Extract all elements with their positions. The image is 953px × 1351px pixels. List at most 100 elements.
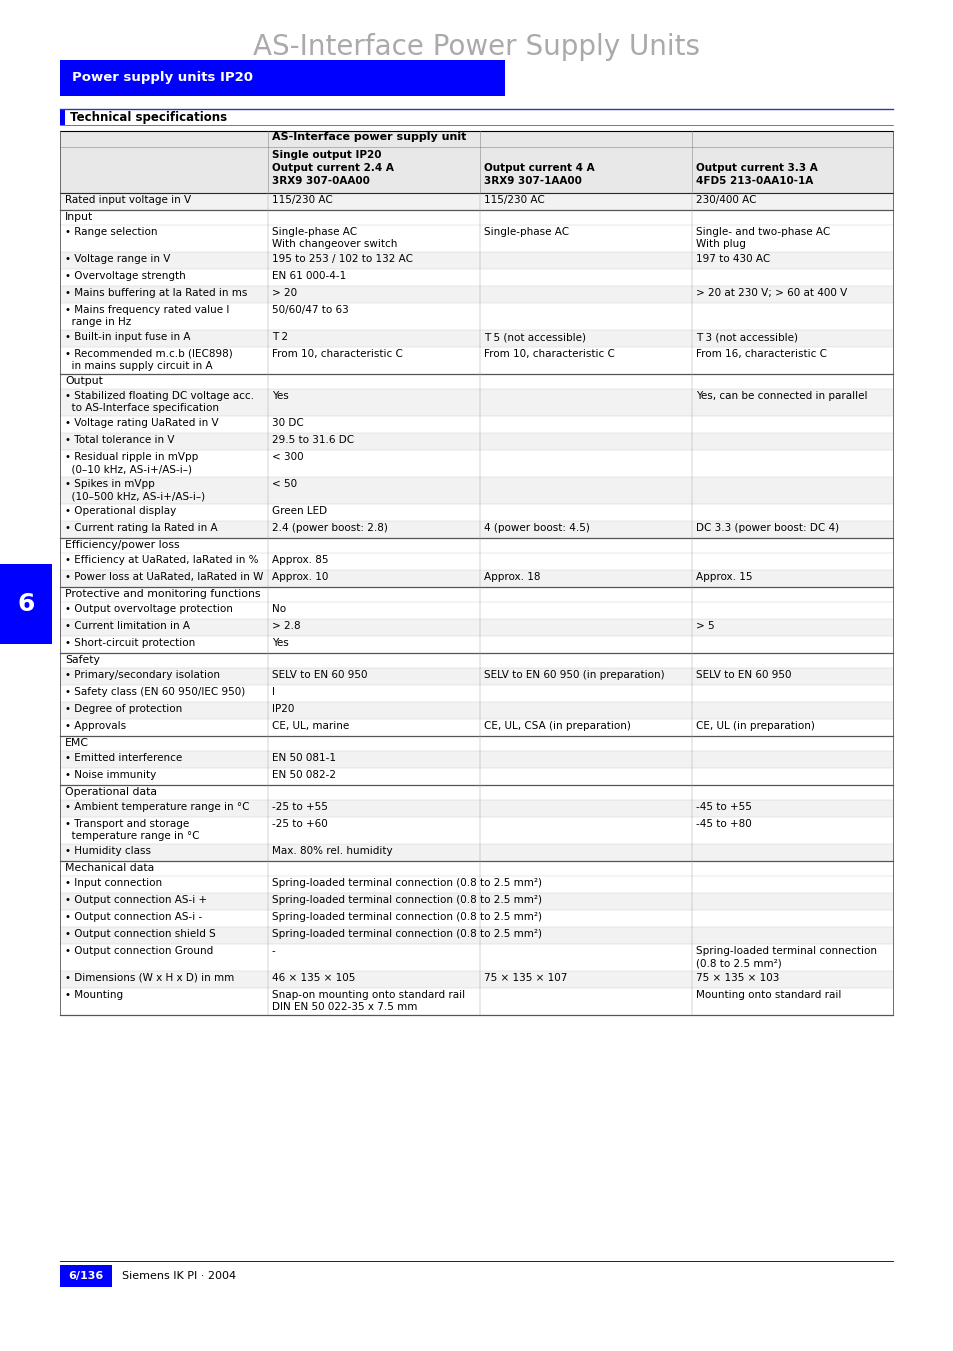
Bar: [60, 330, 892, 347]
Text: 29.5 to 31.6 DC: 29.5 to 31.6 DC: [272, 435, 354, 444]
Text: EN 50 082-2: EN 50 082-2: [272, 770, 335, 780]
Bar: [60, 844, 892, 861]
Bar: [60, 109, 65, 126]
Text: Approx. 85: Approx. 85: [272, 555, 328, 565]
Text: CE, UL, CSA (in preparation): CE, UL, CSA (in preparation): [483, 721, 630, 731]
Bar: [60, 209, 892, 226]
Text: Power supply units IP20: Power supply units IP20: [71, 72, 253, 85]
Text: 195 to 253 / 102 to 132 AC: 195 to 253 / 102 to 132 AC: [272, 254, 413, 263]
Bar: [60, 253, 892, 269]
Text: SELV to EN 60 950: SELV to EN 60 950: [272, 670, 367, 680]
Bar: [60, 193, 892, 209]
Bar: [60, 504, 892, 521]
Text: 75 × 135 × 107: 75 × 135 × 107: [483, 973, 567, 984]
Text: 3RX9 307-0AA00: 3RX9 307-0AA00: [272, 176, 370, 186]
Text: T 5 (not accessible): T 5 (not accessible): [483, 332, 585, 342]
Text: Yes: Yes: [272, 390, 289, 401]
Text: Rated input voltage in V: Rated input voltage in V: [65, 195, 191, 205]
Text: -25 to +60: -25 to +60: [272, 819, 328, 830]
Text: • Dimensions (W x H x D) in mm: • Dimensions (W x H x D) in mm: [65, 973, 234, 984]
Text: 115/230 AC: 115/230 AC: [272, 195, 333, 205]
Text: -25 to +55: -25 to +55: [272, 802, 328, 812]
Text: EMC: EMC: [65, 738, 89, 748]
Bar: [60, 703, 892, 719]
Bar: [60, 477, 892, 504]
Text: • Approvals: • Approvals: [65, 721, 126, 731]
Text: • Range selection: • Range selection: [65, 227, 157, 236]
Text: Approx. 18: Approx. 18: [483, 571, 540, 582]
Text: Mounting onto standard rail: Mounting onto standard rail: [696, 990, 841, 1000]
Text: • Ambient temperature range in °C: • Ambient temperature range in °C: [65, 802, 250, 812]
Bar: [60, 553, 892, 570]
Text: • Safety class (EN 60 950/IEC 950): • Safety class (EN 60 950/IEC 950): [65, 688, 245, 697]
Text: EN 50 081-1: EN 50 081-1: [272, 753, 335, 763]
Text: • Noise immunity: • Noise immunity: [65, 770, 156, 780]
Text: • Overvoltage strength: • Overvoltage strength: [65, 272, 186, 281]
Bar: [60, 685, 892, 703]
Bar: [60, 653, 892, 667]
Text: SELV to EN 60 950: SELV to EN 60 950: [696, 670, 791, 680]
Text: Efficiency/power loss: Efficiency/power loss: [65, 540, 179, 550]
Text: 230/400 AC: 230/400 AC: [696, 195, 756, 205]
Text: Green LED: Green LED: [272, 507, 327, 516]
Text: • Mains frequency rated value I
  range in Hz: • Mains frequency rated value I range in…: [65, 305, 229, 327]
Bar: [60, 416, 892, 434]
Text: -45 to +55: -45 to +55: [696, 802, 751, 812]
Text: < 300: < 300: [272, 453, 303, 462]
Bar: [60, 619, 892, 636]
Bar: [60, 450, 892, 477]
Bar: [60, 269, 892, 286]
Text: > 20 at 230 V; > 60 at 400 V: > 20 at 230 V; > 60 at 400 V: [696, 288, 846, 299]
Text: • Mounting: • Mounting: [65, 990, 123, 1000]
Bar: [60, 861, 892, 875]
Text: Spring-loaded terminal connection (0.8 to 2.5 mm²): Spring-loaded terminal connection (0.8 t…: [272, 878, 541, 888]
Text: • Transport and storage
  temperature range in °C: • Transport and storage temperature rang…: [65, 819, 199, 842]
Text: • Current rating Ia Rated in A: • Current rating Ia Rated in A: [65, 523, 217, 534]
Text: • Operational display: • Operational display: [65, 507, 176, 516]
Text: Protective and monitoring functions: Protective and monitoring functions: [65, 589, 260, 598]
Text: Safety: Safety: [65, 655, 100, 665]
Text: Single-phase AC: Single-phase AC: [483, 227, 569, 236]
Text: Max. 80% rel. humidity: Max. 80% rel. humidity: [272, 846, 393, 857]
Bar: [60, 303, 892, 330]
Text: Yes, can be connected in parallel: Yes, can be connected in parallel: [696, 390, 866, 401]
Bar: [60, 767, 892, 785]
Bar: [60, 875, 892, 893]
Bar: [60, 226, 892, 253]
Text: I: I: [272, 688, 274, 697]
Text: • Current limitation in A: • Current limitation in A: [65, 621, 190, 631]
Text: • Output connection shield S: • Output connection shield S: [65, 929, 215, 939]
Text: • Mains buffering at Ia Rated in ms: • Mains buffering at Ia Rated in ms: [65, 288, 247, 299]
Text: • Voltage range in V: • Voltage range in V: [65, 254, 171, 263]
Text: Siemens IK PI · 2004: Siemens IK PI · 2004: [122, 1271, 236, 1281]
Text: Operational data: Operational data: [65, 788, 157, 797]
Text: AS-Interface Power Supply Units: AS-Interface Power Supply Units: [253, 32, 700, 61]
Text: Yes: Yes: [272, 638, 289, 648]
Bar: [60, 667, 892, 685]
Text: IP20: IP20: [272, 704, 294, 713]
Bar: [60, 911, 892, 927]
Text: CE, UL (in preparation): CE, UL (in preparation): [696, 721, 814, 731]
Text: T 2: T 2: [272, 332, 288, 342]
Text: No: No: [272, 604, 286, 613]
Bar: [60, 286, 892, 303]
Text: • Short-circuit protection: • Short-circuit protection: [65, 638, 195, 648]
Text: SELV to EN 60 950 (in preparation): SELV to EN 60 950 (in preparation): [483, 670, 664, 680]
Text: 2.4 (power boost: 2.8): 2.4 (power boost: 2.8): [272, 523, 388, 534]
Text: Spring-loaded terminal connection
(0.8 to 2.5 mm²): Spring-loaded terminal connection (0.8 t…: [696, 946, 876, 969]
Bar: [60, 944, 892, 971]
Text: • Power loss at UaRated, IaRated in W: • Power loss at UaRated, IaRated in W: [65, 571, 263, 582]
Text: From 16, characteristic C: From 16, characteristic C: [696, 349, 826, 359]
Text: 4 (power boost: 4.5): 4 (power boost: 4.5): [483, 523, 589, 534]
Bar: [60, 389, 892, 416]
Text: • Primary/secondary isolation: • Primary/secondary isolation: [65, 670, 220, 680]
Text: From 10, characteristic C: From 10, characteristic C: [272, 349, 402, 359]
Text: < 50: < 50: [272, 480, 296, 489]
Text: 75 × 135 × 103: 75 × 135 × 103: [696, 973, 779, 984]
Text: • Humidity class: • Humidity class: [65, 846, 151, 857]
Bar: [60, 521, 892, 538]
Text: • Emitted interference: • Emitted interference: [65, 753, 182, 763]
Text: -: -: [272, 946, 275, 957]
Text: Snap-on mounting onto standard rail
DIN EN 50 022-35 x 7.5 mm: Snap-on mounting onto standard rail DIN …: [272, 990, 465, 1012]
Bar: [60, 586, 892, 603]
